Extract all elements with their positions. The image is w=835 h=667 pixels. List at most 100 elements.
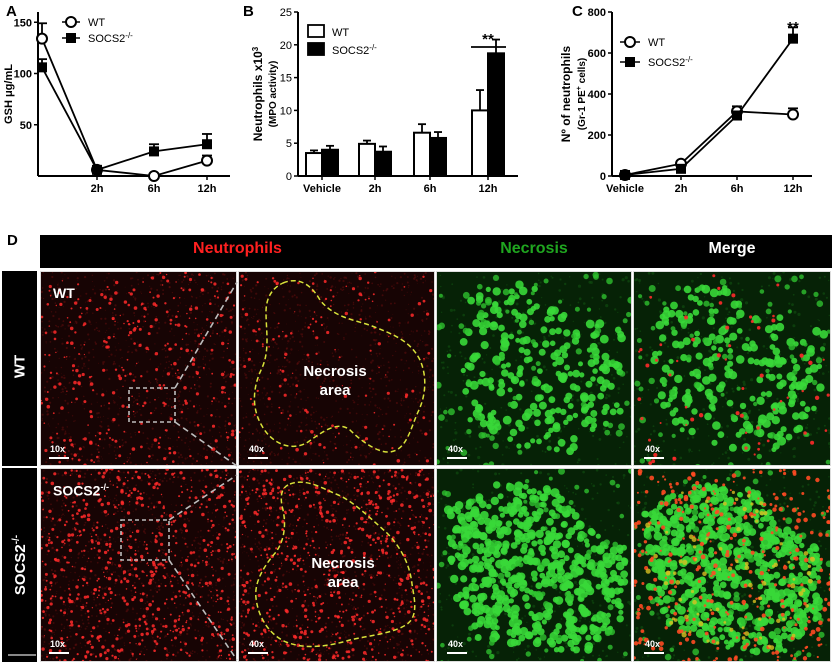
chart-c-line-0: [624, 110, 794, 176]
micro-dot: [321, 273, 323, 275]
micro-dot: [96, 436, 98, 438]
micro-dot: [331, 415, 334, 418]
micro-dot: [131, 470, 133, 472]
micro-dot: [171, 469, 173, 471]
micro-dot: [177, 419, 180, 422]
micro-dot: [66, 341, 69, 344]
micro-dot: [442, 457, 445, 460]
micro-dot: [110, 469, 114, 471]
micro-dot: [138, 624, 141, 627]
micro-dot: [103, 404, 105, 405]
micro-dot: [160, 412, 162, 415]
micro-dot: [208, 589, 211, 592]
micro-dot: [222, 397, 224, 398]
micro-dot: [731, 406, 734, 409]
micro-dot: [100, 420, 103, 423]
micro-dot: [304, 322, 306, 324]
micro-dot: [188, 654, 191, 657]
micro-dot: [167, 315, 169, 318]
micro-dot: [638, 354, 640, 356]
micro-dot: [376, 321, 378, 323]
micro-dot: [390, 332, 393, 336]
micro-dot: [64, 608, 67, 611]
micro-dot: [412, 371, 414, 373]
micro-dot: [177, 323, 181, 327]
micro-dot: [208, 557, 211, 560]
micro-dot: [68, 638, 70, 641]
micro-dot: [57, 286, 59, 288]
micro-dot: [241, 316, 244, 318]
micro-dot: [44, 576, 45, 578]
micro-dot: [201, 512, 205, 517]
micro-dot: [730, 413, 736, 419]
micro-dot: [256, 320, 259, 323]
micro-dot: [204, 455, 209, 460]
micro-dot: [152, 637, 154, 639]
micro-dot: [423, 357, 425, 360]
micro-dot: [163, 370, 165, 372]
micro-dot: [192, 405, 196, 408]
micro-dot: [138, 503, 141, 506]
micro-dot: [164, 321, 167, 324]
micro-dot: [106, 501, 111, 506]
micro-dot: [823, 275, 826, 278]
micro-dot: [477, 309, 485, 317]
micro-dot: [425, 459, 429, 463]
micro-dot: [608, 349, 610, 352]
micro-dot: [151, 661, 153, 662]
micro-dot: [92, 389, 95, 392]
micro-dot: [204, 575, 207, 578]
micro-dot: [86, 653, 89, 656]
micro-dot: [224, 602, 226, 604]
micro-dot: [226, 446, 228, 448]
micro-dot: [347, 303, 350, 306]
micro-dot: [92, 652, 95, 656]
micro-dot: [246, 276, 248, 278]
micro-dot: [71, 565, 74, 568]
micro-dot: [273, 452, 275, 455]
micro-dot: [277, 335, 281, 338]
micro-dot: [83, 353, 85, 356]
micro-dot: [421, 296, 423, 299]
micro-dot: [161, 408, 163, 409]
micro-dot: [335, 295, 337, 296]
micro-dot: [350, 313, 353, 316]
micro-dot: [814, 395, 820, 400]
micro-dot: [87, 424, 89, 426]
micro-dot: [812, 326, 821, 336]
micro-dot: [247, 394, 249, 396]
micro-dot: [780, 452, 782, 454]
micro-dot: [170, 523, 173, 526]
micro-dot: [166, 567, 167, 569]
micro-dot: [106, 527, 109, 530]
micro-dot: [697, 277, 699, 279]
micro-dot: [422, 281, 424, 284]
micro-dot: [179, 471, 183, 475]
micro-dot: [71, 401, 73, 403]
micro-dot: [369, 446, 372, 449]
micro-dot: [112, 484, 115, 486]
micro-dot: [77, 365, 80, 368]
micro-dot: [61, 555, 64, 558]
micro-dot: [51, 441, 54, 444]
micro-dot: [598, 308, 601, 310]
micro-dot: [83, 595, 87, 599]
micro-dot: [711, 345, 717, 351]
micro-dot: [760, 391, 767, 397]
micro-dot: [241, 338, 244, 341]
micro-dot: [77, 535, 79, 537]
micro-dot: [365, 358, 367, 360]
micro-dot: [430, 386, 432, 388]
micro-dot: [294, 311, 296, 313]
micro-dot: [123, 546, 125, 548]
micro-dot: [305, 429, 308, 432]
micro-dot: [182, 289, 185, 292]
micro-dot: [709, 302, 714, 308]
micro-dot: [70, 307, 73, 310]
micro-dot: [130, 563, 133, 567]
micro-dot: [134, 399, 137, 401]
micro-dot: [469, 354, 478, 363]
micro-dot: [190, 305, 193, 307]
micro-dot: [45, 477, 48, 480]
micro-dot: [533, 303, 540, 310]
